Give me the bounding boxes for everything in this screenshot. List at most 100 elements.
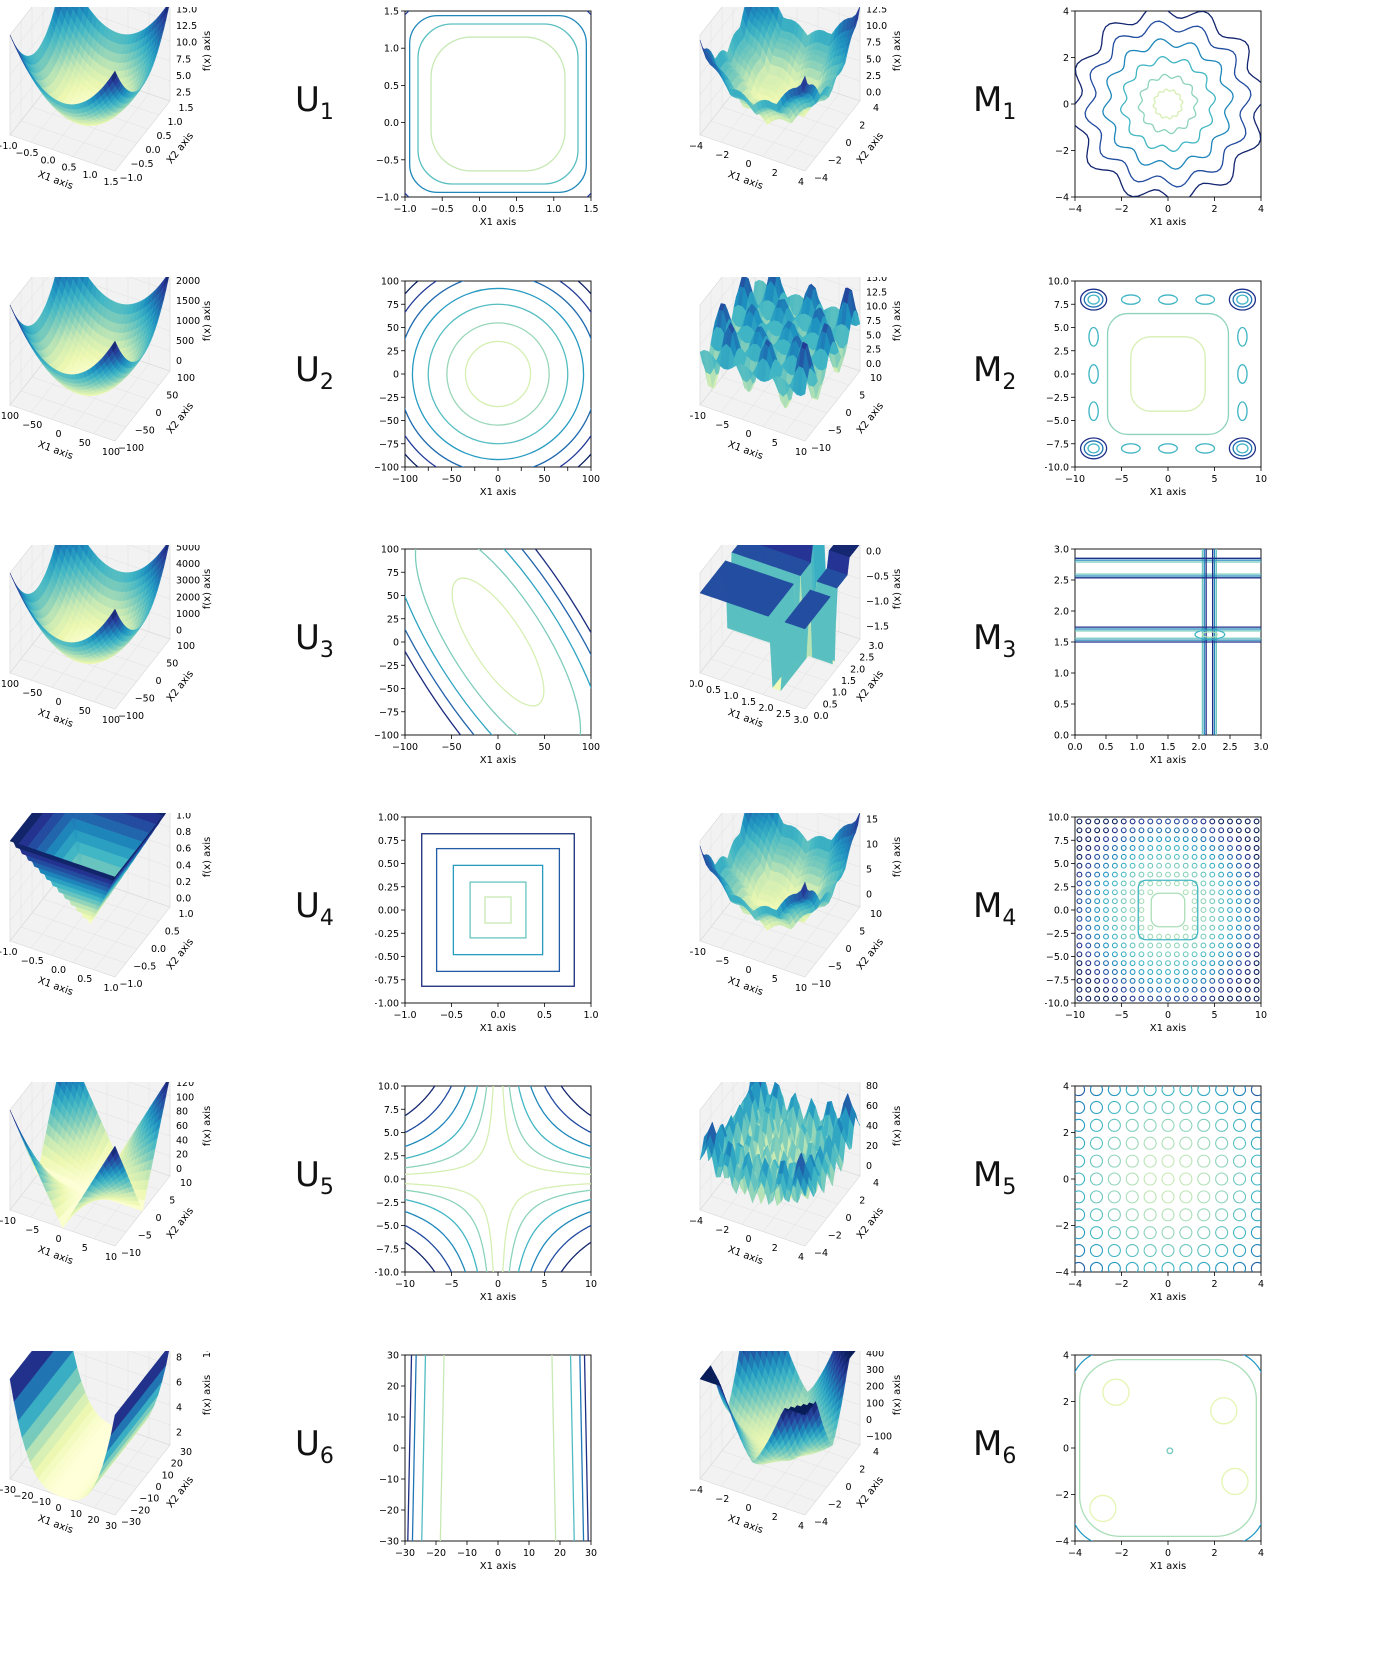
x1-tick-label: 5: [772, 438, 778, 449]
x2-axis-label: X2 axis: [855, 1475, 886, 1510]
x2-tick-label: 1.5: [178, 103, 193, 114]
x2-tick-label: 0: [393, 370, 399, 381]
x1-tick-label: 100: [582, 474, 600, 485]
contour-plot-U1: −1.0 −0.5 0.0 0.5 1.0 1.5 −1.0 −0.5 0.0 0.5 1.0 1.5…: [376, 7, 599, 228]
function-index: 4: [1002, 905, 1017, 931]
x2-tick-label: 0: [845, 944, 851, 955]
x2-tick-label: 50: [166, 391, 178, 402]
x2-tick-label: −0.5: [130, 159, 153, 170]
x2-tick-label: −2: [1055, 1221, 1069, 1232]
x1-tick-label: −30: [0, 1485, 16, 1496]
x2-tick-label: 0: [155, 1482, 161, 1493]
x1-tick-label: 1.5: [103, 177, 118, 188]
fx-tick-label: 80: [176, 1107, 188, 1118]
fx-tick-label: −0.5: [866, 572, 889, 583]
x2-tick-label: −4: [1055, 1537, 1069, 1548]
x2-tick-label: −5.0: [1046, 952, 1069, 963]
grid-line: [20, 390, 127, 428]
x1-axis-label: X1 axis: [36, 975, 74, 998]
x1-axis-label: X1 axis: [726, 1244, 764, 1267]
fx-tick-label: 4000: [176, 559, 200, 570]
grid-line: [721, 106, 828, 144]
x1-tick-label: 0: [495, 474, 501, 485]
function-letter: U: [295, 1155, 320, 1195]
fx-tick-label: 60: [866, 1101, 878, 1112]
x2-tick-label: −7.5: [1046, 975, 1069, 986]
x1-tick-label: −5: [25, 1225, 39, 1236]
x2-axis-label: X2 axis: [855, 401, 886, 436]
grid-line: [818, 277, 861, 292]
x2-tick-label: 5.0: [1054, 859, 1069, 870]
x1-tick-label: 0.0: [690, 679, 704, 690]
contour-lines: [1075, 11, 1261, 197]
function-label-U3: U3: [295, 618, 334, 663]
x1-tick-label: −100: [0, 411, 19, 422]
x2-tick-label: −4: [1055, 1268, 1069, 1279]
x2-tick-label: −7.5: [1046, 439, 1069, 450]
x2-tick-label: 2: [1063, 1397, 1069, 1408]
contour-lines: [405, 549, 591, 735]
x1-tick-label: 5: [1211, 1010, 1217, 1021]
function-label-M3: M3: [973, 618, 1016, 663]
contour-plot-U4: −1.0 −0.5 0.0 0.5 1.0 −1.00 −0.75 −0.50 −0.25 0.0…: [375, 813, 599, 1034]
x1-tick-label: 30: [105, 1521, 117, 1532]
x1-tick-label: 1.5: [583, 204, 598, 215]
grid-line: [699, 813, 739, 862]
fx-tick-label: 400: [866, 1351, 884, 1359]
x2-tick-label: −0.5: [376, 155, 399, 166]
x2-tick-label: −2.5: [1046, 393, 1069, 404]
x2-tick-label: −10: [811, 443, 831, 454]
surface-mesh: [699, 1082, 861, 1207]
x1-tick-label: 0: [745, 1234, 751, 1245]
x1-tick-label: 0.0: [1067, 742, 1082, 753]
x1-tick-label: −5: [444, 1279, 458, 1290]
x2-tick-label: 0.00: [378, 906, 399, 917]
contour-lines: [405, 281, 591, 467]
x2-tick-label: −1.0: [119, 979, 142, 990]
x1-tick-label: 50: [79, 438, 91, 449]
fx-tick-label: 12.5: [866, 7, 887, 15]
x2-tick-label: −0.75: [375, 975, 399, 986]
plot-area: [404, 10, 592, 198]
function-label-U2: U2: [295, 350, 334, 395]
x1-tick-label: 2: [772, 1512, 778, 1523]
x2-tick-label: −30: [121, 1517, 141, 1528]
x2-tick-label: 0.0: [145, 145, 160, 156]
function-letter: M: [973, 886, 1003, 926]
x1-axis-label: X1 axis: [480, 1561, 516, 1572]
x1-axis-label: X1 axis: [726, 169, 764, 192]
x2-tick-label: −10.0: [1045, 999, 1069, 1010]
fx-axis-label: f(x) axis: [892, 31, 903, 71]
grid-line: [128, 1082, 171, 1097]
x2-tick-label: 10: [180, 1178, 192, 1189]
x2-axis-label: X2 axis: [855, 131, 886, 166]
contour-lines: [1075, 1355, 1261, 1541]
surface-mesh: [9, 813, 166, 925]
x2-tick-label: −20: [379, 1506, 399, 1517]
fx-tick-label: 3000: [176, 576, 200, 587]
grid-line: [783, 899, 840, 970]
fx-tick-label: 2000: [176, 592, 200, 603]
fx-tick-label: 7.5: [866, 38, 881, 49]
fx-tick-label: −1.0: [866, 597, 889, 608]
x2-tick-label: 10.0: [378, 1082, 399, 1093]
x2-tick-label: 1.0: [1054, 669, 1069, 680]
x1-tick-label: −10: [690, 411, 706, 422]
function-index: 2: [1002, 369, 1017, 395]
function-label-M1: M1: [973, 80, 1016, 125]
x2-tick-label: −10: [811, 979, 831, 990]
x1-tick-label: −100: [392, 474, 418, 485]
x2-tick-label: 5: [169, 1196, 175, 1207]
x1-tick-label: 3.0: [1253, 742, 1268, 753]
x2-tick-label: −100: [375, 731, 399, 742]
x1-tick-label: 2.5: [776, 709, 791, 720]
contour-lines: [405, 1086, 591, 1272]
x1-axis-label: X1 axis: [726, 975, 764, 998]
grid-line: [93, 631, 150, 702]
x1-tick-label: 10: [70, 1509, 82, 1520]
function-label-U6: U6: [295, 1424, 334, 1469]
grid-line: [783, 93, 840, 164]
grid-line: [9, 277, 49, 326]
